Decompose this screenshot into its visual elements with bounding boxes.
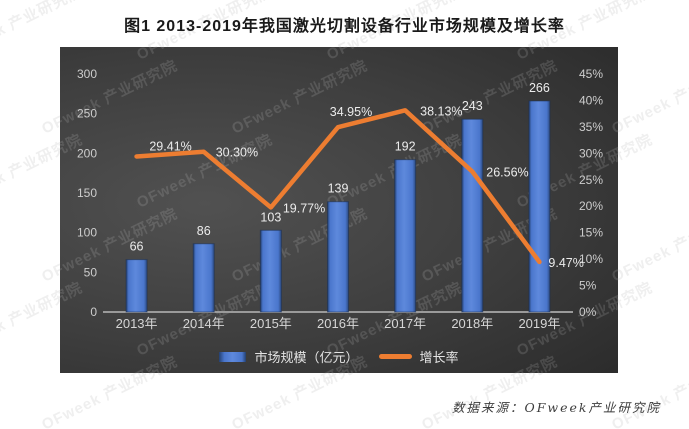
plot-area: OFweek 产业研究院 OFweek 产业研究院 OFweek 产业研究院 OFwe…	[60, 47, 618, 373]
right-axis-tick: 45%	[579, 67, 603, 81]
data-source-note: 数据来源：OFweek产业研究院	[452, 400, 661, 415]
bar-2019年	[528, 100, 551, 313]
legend-bar-swatch-icon	[219, 351, 247, 362]
x-axis-label: 2016年	[317, 316, 359, 331]
legend: 市场规模（亿元） 增长率	[60, 347, 618, 366]
bar-2016年	[327, 201, 349, 313]
line-value-label: 29.41%	[149, 139, 191, 153]
left-axis-tick: 0	[90, 305, 97, 319]
x-axis-label: 2017年	[384, 316, 426, 331]
bar-value-label: 66	[130, 240, 144, 254]
legend-item-growth-rate: 增长率	[378, 347, 459, 366]
bar-value-label: 243	[462, 99, 483, 113]
x-axis-label: 2018年	[451, 316, 493, 331]
bar-2013年	[125, 259, 148, 313]
line-value-label: 30.30%	[216, 146, 258, 160]
bar-2014年	[192, 243, 215, 313]
left-axis-tick: 50	[84, 265, 98, 279]
left-axis-tick: 250	[77, 107, 97, 121]
left-axis-tick: 100	[77, 226, 97, 240]
bar-value-label: 192	[395, 140, 416, 154]
left-axis-tick: 150	[77, 186, 97, 200]
bar-value-label: 103	[260, 210, 281, 224]
line-value-label: 26.56%	[486, 166, 528, 180]
legend-label-growth-rate: 增长率	[419, 350, 459, 365]
line-value-label: 34.95%	[330, 105, 372, 119]
right-axis-tick: 20%	[579, 199, 603, 213]
line-value-label: 19.77%	[283, 201, 325, 215]
right-axis-tick: 5%	[579, 279, 597, 293]
right-axis-tick: 25%	[579, 173, 603, 187]
right-axis-tick: 30%	[579, 146, 603, 160]
bar-value-label: 139	[328, 182, 349, 196]
bar-value-label: 266	[529, 81, 550, 95]
legend-line-swatch-icon	[378, 354, 412, 359]
x-axis-label: 2015年	[250, 316, 292, 331]
bar-value-label: 86	[197, 224, 211, 238]
right-axis-tick: 15%	[579, 226, 603, 240]
bar-2015年	[259, 229, 282, 313]
bar-2018年	[461, 118, 484, 313]
watermark-text: OFweek 产业研究院	[609, 57, 689, 138]
growth-line	[134, 108, 542, 265]
legend-item-market-size: 市场规模（亿元）	[219, 347, 359, 366]
right-axis-tick: 35%	[579, 120, 603, 134]
combo-chart: 0 50 100 150 200 250 300 0% 5% 10% 15% 20% 25% 30% 35%…	[77, 67, 603, 331]
x-axis-label: 2013年	[116, 316, 158, 331]
bar-2017年	[394, 159, 417, 313]
right-axis-tick: 40%	[579, 93, 603, 107]
right-axis-tick: 10%	[579, 252, 603, 266]
watermark-text: OFweek 产业研究院	[609, 353, 689, 429]
right-axis-tick: 0%	[579, 305, 597, 319]
line-value-label: 9.47%	[548, 256, 583, 270]
chart-title: 图1 2013-2019年我国激光切割设备行业市场规模及增长率	[124, 18, 565, 35]
legend-label-market-size: 市场规模（亿元）	[254, 350, 359, 365]
x-axis-label: 2019年	[518, 316, 560, 331]
left-axis-tick: 200	[77, 146, 97, 160]
x-axis-label: 2014年	[183, 316, 225, 331]
line-value-label: 38.13%	[420, 104, 462, 118]
left-axis-tick: 300	[77, 67, 97, 81]
watermark-text: OFweek 产业研究院	[609, 205, 689, 286]
